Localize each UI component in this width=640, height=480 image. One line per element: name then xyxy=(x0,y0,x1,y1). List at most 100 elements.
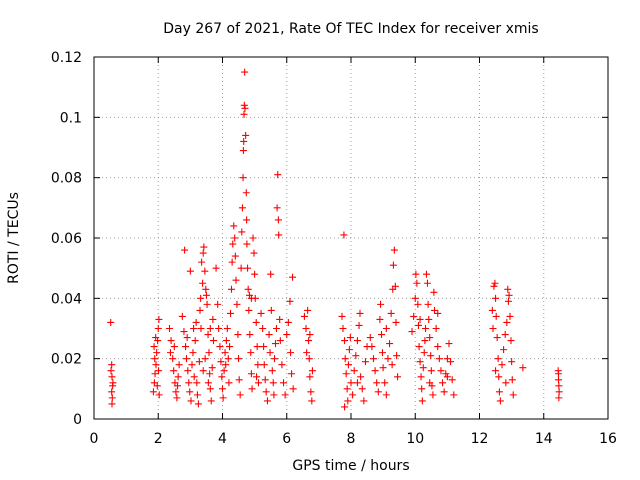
data-point xyxy=(185,379,193,387)
data-point xyxy=(450,391,458,399)
data-point xyxy=(155,315,163,323)
data-point xyxy=(392,318,400,326)
data-point xyxy=(276,315,284,323)
data-point xyxy=(231,234,239,242)
data-point xyxy=(416,315,424,323)
x-tick-label: 2 xyxy=(154,431,163,447)
data-point xyxy=(495,373,503,381)
data-point xyxy=(352,352,360,360)
tick-layer: 0 2 4 6 8 10 12 14 16 0 0.02 0.04 0.06 0.08 0.1 0.12 xyxy=(51,50,617,447)
data-point xyxy=(192,318,200,326)
data-point xyxy=(355,321,363,329)
data-point xyxy=(422,270,430,278)
data-point xyxy=(178,312,186,320)
data-point xyxy=(184,367,192,375)
data-point xyxy=(221,349,229,357)
data-point xyxy=(500,346,508,354)
data-point xyxy=(236,391,244,399)
data-point xyxy=(248,385,256,393)
x-tick-label: 10 xyxy=(406,431,424,447)
data-point xyxy=(504,285,512,293)
data-point xyxy=(208,364,216,372)
data-point xyxy=(226,343,234,351)
grid-layer xyxy=(94,57,608,419)
data-point xyxy=(206,370,214,378)
data-point xyxy=(242,189,250,197)
data-point xyxy=(268,367,276,375)
data-point xyxy=(430,288,438,296)
data-point xyxy=(224,355,232,363)
data-point xyxy=(287,349,295,357)
data-point xyxy=(278,361,286,369)
data-point xyxy=(495,388,503,396)
data-point xyxy=(493,334,501,342)
data-point xyxy=(412,270,420,278)
data-point xyxy=(240,137,248,145)
data-point xyxy=(193,391,201,399)
data-point xyxy=(555,394,563,402)
data-point xyxy=(243,240,251,248)
data-point xyxy=(199,249,207,257)
data-point xyxy=(389,261,397,269)
data-point xyxy=(361,358,369,366)
data-point xyxy=(414,321,422,329)
data-point xyxy=(411,294,419,302)
data-point xyxy=(219,394,227,402)
data-point xyxy=(342,370,350,378)
data-point xyxy=(230,222,238,230)
y-tick-label: 0.02 xyxy=(51,352,82,368)
data-point xyxy=(289,273,297,281)
data-point xyxy=(341,337,349,345)
data-point xyxy=(289,385,297,393)
data-point xyxy=(198,258,206,266)
data-point xyxy=(241,68,249,76)
data-point xyxy=(155,391,163,399)
x-tick-label: 14 xyxy=(535,431,553,447)
x-tick-label: 8 xyxy=(347,431,356,447)
data-point xyxy=(151,355,159,363)
data-point xyxy=(353,379,361,387)
data-point xyxy=(108,388,116,396)
data-point xyxy=(267,270,275,278)
data-point xyxy=(191,337,199,345)
data-point xyxy=(447,358,455,366)
data-point xyxy=(437,367,445,375)
data-point xyxy=(347,379,355,387)
data-point xyxy=(286,297,294,305)
data-point xyxy=(492,367,500,375)
data-point xyxy=(199,367,207,375)
data-point xyxy=(272,325,280,332)
data-point xyxy=(501,331,509,339)
data-point xyxy=(415,343,423,351)
data-point xyxy=(190,373,198,381)
data-point xyxy=(502,379,510,387)
data-point xyxy=(435,355,443,363)
data-point xyxy=(175,361,183,369)
data-point xyxy=(206,325,214,332)
data-point xyxy=(508,376,516,384)
data-point xyxy=(384,355,392,363)
data-point xyxy=(234,331,242,339)
data-point xyxy=(391,282,399,290)
data-point xyxy=(244,285,252,293)
data-point xyxy=(443,373,451,381)
data-point xyxy=(442,370,450,378)
data-point xyxy=(186,388,194,396)
data-point xyxy=(394,373,402,381)
data-point xyxy=(555,382,563,390)
data-point xyxy=(424,300,432,308)
data-point xyxy=(490,282,498,290)
data-point xyxy=(349,391,357,399)
data-point xyxy=(369,355,377,363)
data-point xyxy=(265,331,273,339)
data-point xyxy=(222,337,230,345)
data-point xyxy=(227,309,235,317)
data-point xyxy=(308,397,316,405)
data-point xyxy=(233,300,241,308)
data-point xyxy=(508,358,516,366)
data-point xyxy=(229,240,237,248)
data-point xyxy=(107,318,115,326)
data-point xyxy=(305,355,313,363)
data-point xyxy=(366,334,374,342)
